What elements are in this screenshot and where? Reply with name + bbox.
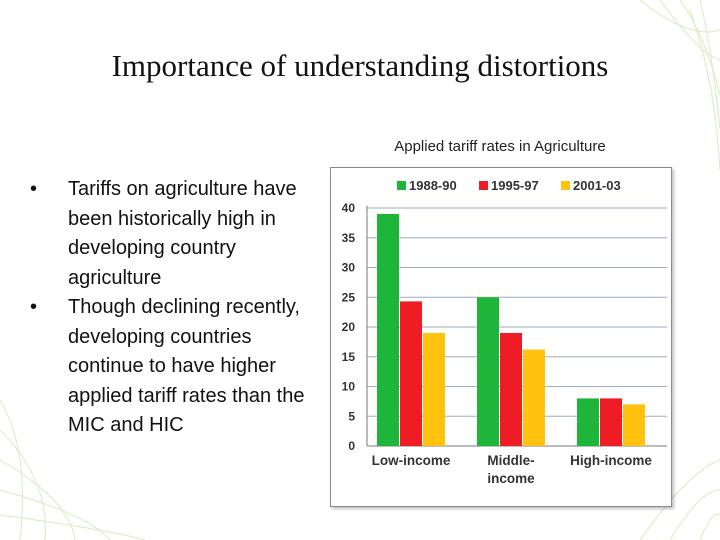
x-category-label: High-income	[570, 453, 652, 468]
bullet-item: • Tariffs on agriculture have been histor…	[30, 175, 320, 293]
legend-swatch-2001-03	[561, 181, 570, 190]
bar-1995-97-1	[500, 332, 522, 446]
bullet-text: Tariffs on agriculture have been histori…	[68, 178, 297, 289]
bar-2001-03-1	[523, 349, 545, 446]
y-tick-label: 35	[342, 231, 356, 245]
legend-label: 1988-90	[409, 178, 457, 193]
bullet-dot: •	[30, 178, 38, 200]
bar-2001-03-2	[623, 404, 645, 446]
bar-1988-90-1	[477, 297, 499, 446]
x-category-label: Low-income	[372, 453, 451, 468]
bar-1995-97-0	[400, 301, 422, 446]
y-tick-label: 20	[342, 320, 356, 334]
bar-1988-90-0	[377, 213, 399, 446]
y-tick-label: 25	[342, 290, 356, 304]
bar-2001-03-0	[423, 332, 445, 446]
x-category-label: income	[487, 471, 535, 486]
y-tick-label: 40	[342, 201, 356, 215]
bar-1988-90-2	[577, 398, 599, 446]
bullet-text: Though declining recently, developing co…	[68, 296, 305, 436]
y-tick-label: 30	[342, 261, 356, 275]
chart-title: Applied tariff rates in Agriculture	[394, 138, 606, 155]
legend-label: 1995-97	[491, 178, 539, 193]
legend-swatch-1988-90	[397, 181, 406, 190]
slide-title: Importance of understanding distortions	[111, 48, 609, 83]
bullet-dot: •	[30, 296, 38, 318]
legend-label: 2001-03	[573, 178, 621, 193]
bar-1995-97-2	[600, 398, 622, 446]
y-tick-label: 0	[348, 439, 355, 453]
y-tick-label: 15	[342, 350, 356, 364]
bar-chart: 0 5 10 15 20 25 30 35 40 Low-income Middle-income H…	[342, 178, 667, 486]
y-tick-label: 10	[342, 380, 356, 394]
legend-swatch-1995-97	[479, 181, 488, 190]
chart-frame: 0 5 10 15 20 25 30 35 40 Low-income Middle-income H…	[330, 167, 672, 507]
bullet-item: • Though declining recently, developing c…	[30, 293, 320, 441]
x-category-label: Middle-	[487, 453, 534, 468]
y-tick-label: 5	[348, 409, 355, 423]
bullet-list: • Tariffs on agriculture have been histor…	[30, 175, 320, 441]
